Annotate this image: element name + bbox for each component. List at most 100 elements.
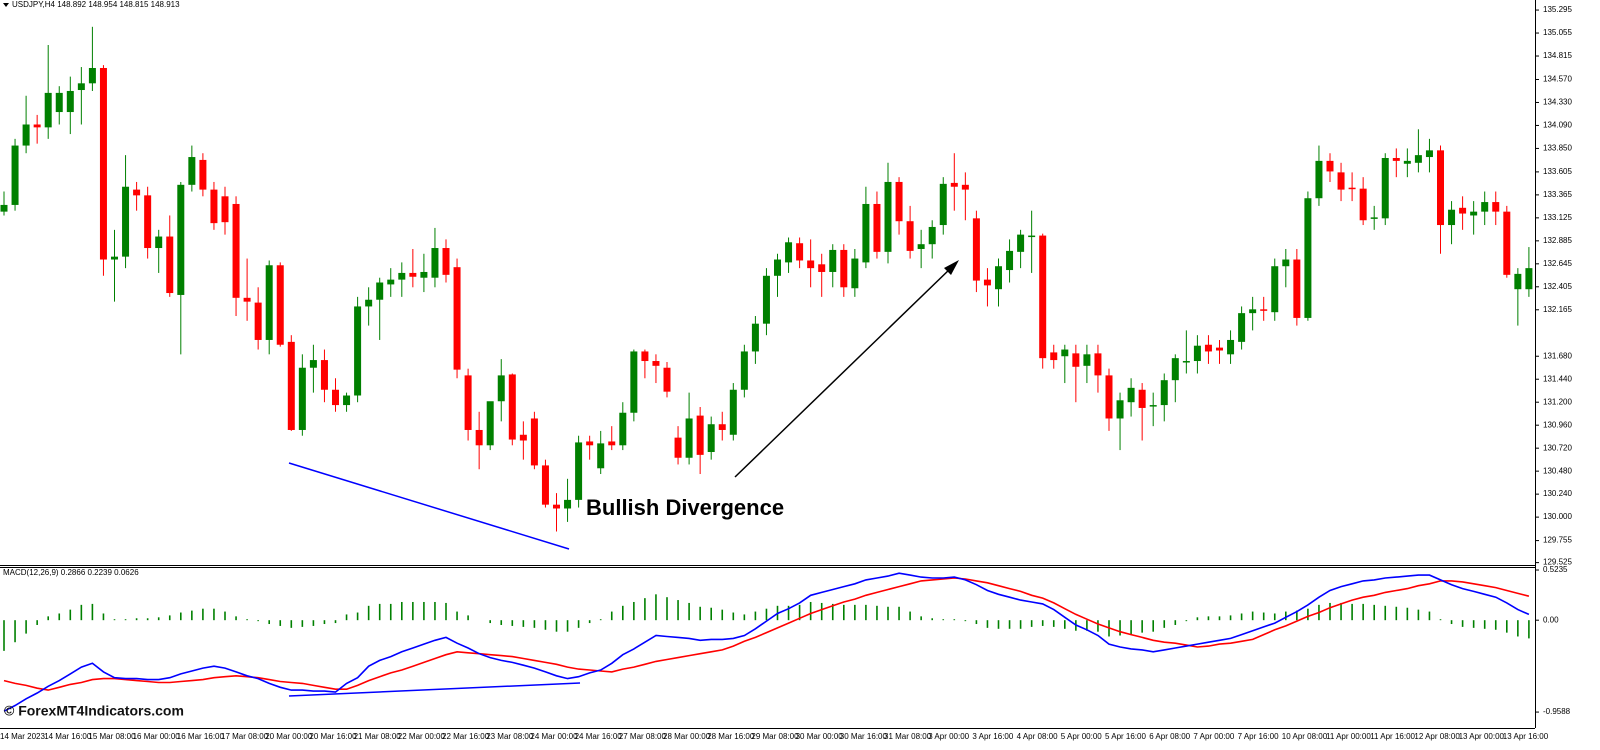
candle-body [111,256,118,260]
candle-body [553,504,560,509]
candle-body [917,244,925,249]
y-tick-label: -0.9588 [1543,707,1571,716]
candle-body [475,429,483,446]
candle-body [0,204,8,212]
y-tick-label: 133.125 [1543,213,1572,222]
x-tick-label: 15 Mar 08:00 [88,732,136,741]
x-tick-label: 22 Mar 00:00 [398,732,446,741]
candle-body [928,226,936,245]
candle-body [387,279,395,285]
candle-body [884,181,892,252]
y-tick-label: 134.330 [1543,98,1572,107]
candle-body [55,92,63,113]
candle-body [807,260,815,269]
candle-body [685,418,693,458]
y-tick-label: 129.755 [1543,536,1572,545]
y-tick-label: 132.405 [1543,282,1572,291]
y-tick-label: 130.960 [1543,420,1572,429]
candle-body [409,272,417,277]
candle-body [1481,202,1489,212]
candle-body [674,437,682,458]
candle-body [77,83,85,91]
y-tick-label: 135.295 [1543,5,1572,14]
candle-body [133,189,141,196]
candle-body [188,157,196,185]
candle-body [1028,235,1036,238]
candle-body [298,367,306,430]
candle-body [33,124,41,128]
y-tick-label: 129.525 [1543,558,1572,567]
candle-body [486,401,494,446]
x-tick-label: 20 Mar 16:00 [309,732,357,741]
candle-body [1171,358,1179,381]
x-tick-label: 5 Apr 00:00 [1061,732,1102,741]
candle-body [1094,353,1102,376]
candle-body [431,248,439,278]
indicator-line [3,572,1530,712]
candle-body [983,279,991,286]
candle-body [1337,172,1345,190]
candle-body [961,184,969,190]
candle-body [1204,344,1212,352]
candle-body [1182,361,1190,363]
x-tick-label: 10 Apr 08:00 [1282,732,1328,741]
candle-body [1315,160,1323,199]
candle-body [1414,155,1422,163]
x-tick-label: 17 Mar 08:00 [221,732,269,741]
candle-body [1116,400,1124,419]
x-tick-label: 12 Apr 08:00 [1414,732,1460,741]
candle-body [1271,266,1279,313]
candle-body [1193,345,1201,362]
candle-body [1072,353,1080,367]
candle-body [122,186,130,257]
candle-body [442,248,450,275]
candle-body [1160,380,1168,406]
candle-body [464,375,472,430]
candle-body [586,441,594,446]
candle-body [497,375,505,402]
candle-body [44,92,52,128]
candle-body [199,159,207,190]
candle-body [1304,198,1312,318]
candle-body [995,266,1002,290]
candle-body [751,323,759,352]
watermark: © ForexMT4Indicators.com [4,703,184,719]
y-tick-label: 130.720 [1543,443,1572,452]
x-tick-label: 23 Mar 08:00 [486,732,534,741]
candle-body [762,275,770,324]
candle-body [1293,259,1301,318]
candle-body [320,360,328,390]
candle-body [541,465,549,505]
candle-body [630,351,638,413]
candle-body [939,183,947,226]
candle-body [1017,234,1025,252]
x-tick-label: 24 Mar 16:00 [575,732,623,741]
candle-body [796,243,804,261]
x-tick-label: 22 Mar 16:00 [442,732,490,741]
candle-body [1249,309,1257,314]
x-tick-label: 16 Mar 00:00 [133,732,181,741]
x-tick-label: 29 Mar 08:00 [751,732,799,741]
candle-body [1525,268,1533,290]
candle-body [144,195,152,249]
candle-body [1381,158,1389,219]
x-tick-label: 30 Mar 00:00 [796,732,844,741]
candle-body [608,441,616,446]
x-tick-label: 7 Apr 16:00 [1238,732,1279,741]
candle-body [1105,375,1113,419]
candle-body [774,259,781,276]
x-tick-label: 28 Mar 16:00 [707,732,755,741]
candle-body [221,196,229,223]
candle-body [696,415,704,455]
candle-body [99,67,107,260]
candle-body [718,424,726,430]
x-tick-label: 7 Apr 00:00 [1193,732,1234,741]
candle-body [166,236,174,294]
candle-body [818,264,826,272]
marks [0,26,1533,712]
candle-body [785,242,793,263]
candle-body [1127,387,1135,403]
candle-body [619,412,627,446]
x-tick-label: 11 Apr 16:00 [1370,732,1415,741]
y-tick-label: 0.00 [1543,615,1559,624]
